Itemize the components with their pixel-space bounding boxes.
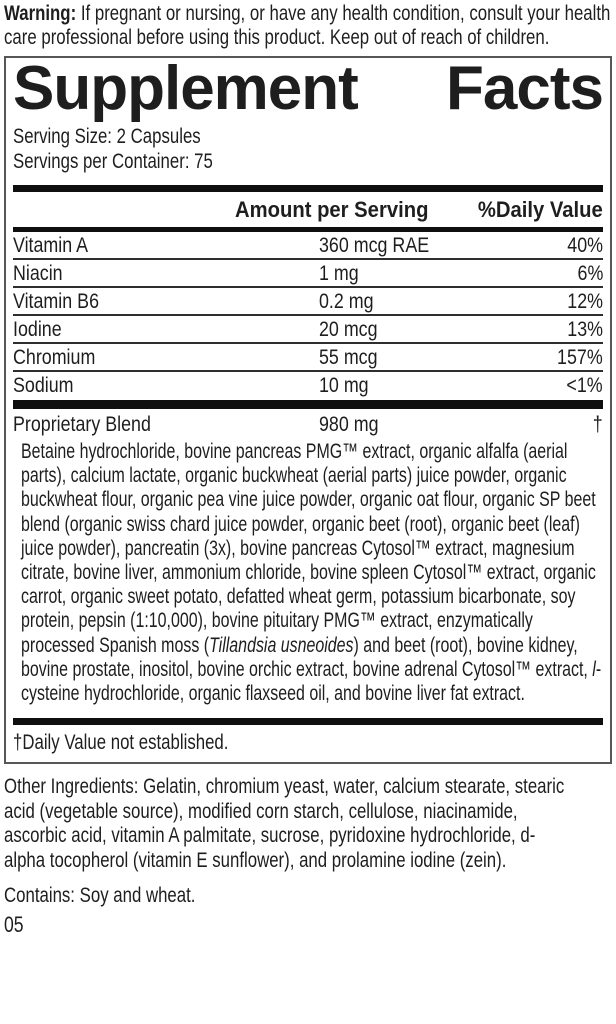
daily-value-footnote: †Daily Value not established.	[13, 730, 603, 758]
divider-bar-blend	[13, 400, 603, 409]
servings-per-container-text: Servings per Container: 75	[13, 150, 213, 173]
serving-size-line: Serving Size: 2 Capsules	[13, 124, 603, 149]
blend-name: Proprietary Blend	[13, 413, 151, 436]
nutrient-row: Chromium 55 mcg 157%	[13, 344, 603, 372]
warning-label: Warning:	[4, 2, 77, 25]
nutrient-name: Vitamin A	[13, 234, 89, 257]
supplement-facts-panel: Supplement Facts Serving Size: 2 Capsule…	[4, 54, 612, 765]
proprietary-blend-row: Proprietary Blend 980 mg †	[13, 409, 603, 439]
blend-description: Betaine hydrochloride, bovine pancreas P…	[21, 440, 603, 706]
nutrient-name: Vitamin B6	[13, 290, 99, 313]
warning-paragraph: Warning: If pregnant or nursing, or have…	[4, 2, 612, 49]
other-ingredients-paragraph: Other Ingredients: Gelatin, chromium yea…	[4, 775, 612, 873]
nutrient-name: Iodine	[13, 318, 62, 341]
nutrient-row: Niacin 1 mg 6%	[13, 260, 603, 288]
nutrient-daily-value: 157%	[557, 346, 603, 369]
panel-title: Supplement Facts	[13, 54, 604, 123]
servings-per-container-line: Servings per Container: 75	[13, 149, 603, 174]
nutrient-amount: 1 mg	[319, 262, 359, 285]
nutrient-amount: 20 mcg	[319, 318, 378, 341]
warning-text: Warning: If pregnant or nursing, or have…	[4, 2, 612, 49]
nutrient-row: Iodine 20 mcg 13%	[13, 316, 603, 344]
panel-title-right: Facts	[446, 54, 604, 123]
nutrient-amount: 360 mcg RAE	[319, 234, 430, 257]
divider-bar-footnote	[13, 718, 603, 726]
nutrient-amount: 10 mg	[319, 374, 369, 397]
page-number: 05	[4, 911, 612, 937]
nutrient-rows: Vitamin A 360 mcg RAE 40% Niacin 1 mg 6%…	[13, 232, 603, 400]
divider-bar-header	[13, 227, 603, 232]
nutrient-daily-value: 13%	[567, 318, 603, 341]
column-header-daily-value: %Daily Value	[478, 197, 603, 222]
blend-amount: 980 mg	[319, 413, 379, 436]
nutrient-name: Niacin	[13, 262, 63, 285]
daily-value-footnote-text: †Daily Value not established.	[13, 731, 229, 755]
nutrient-row: Vitamin A 360 mcg RAE 40%	[13, 232, 603, 260]
nutrient-row: Vitamin B6 0.2 mg 12%	[13, 288, 603, 316]
serving-size-text: Serving Size: 2 Capsules	[13, 125, 201, 148]
other-ingredients-text: Other Ingredients: Gelatin, chromium yea…	[4, 775, 565, 873]
label-page: Warning: If pregnant or nursing, or have…	[4, 2, 612, 937]
page-number-text: 05	[4, 911, 24, 937]
nutrient-daily-value: 40%	[567, 234, 603, 257]
nutrient-daily-value: <1%	[566, 374, 603, 397]
blend-dagger: †	[593, 413, 603, 436]
blend-description-text: Betaine hydrochloride, bovine pancreas P…	[21, 440, 602, 706]
nutrient-daily-value: 6%	[577, 262, 603, 285]
divider-bar-top	[13, 185, 603, 192]
nutrient-name: Sodium	[13, 374, 74, 397]
nutrient-daily-value: 12%	[567, 290, 603, 313]
column-header-row: Amount per Serving %Daily Value	[13, 192, 603, 227]
contains-text: Contains: Soy and wheat.	[4, 883, 196, 907]
contains-line: Contains: Soy and wheat.	[4, 883, 612, 908]
panel-title-left: Supplement	[13, 54, 359, 123]
warning-body: If pregnant or nursing, or have any heal…	[4, 2, 611, 49]
nutrient-amount: 0.2 mg	[319, 290, 374, 313]
nutrient-name: Chromium	[13, 346, 96, 369]
column-header-amount: Amount per Serving	[235, 197, 429, 222]
nutrient-row: Sodium 10 mg <1%	[13, 372, 603, 400]
nutrient-amount: 55 mcg	[319, 346, 378, 369]
